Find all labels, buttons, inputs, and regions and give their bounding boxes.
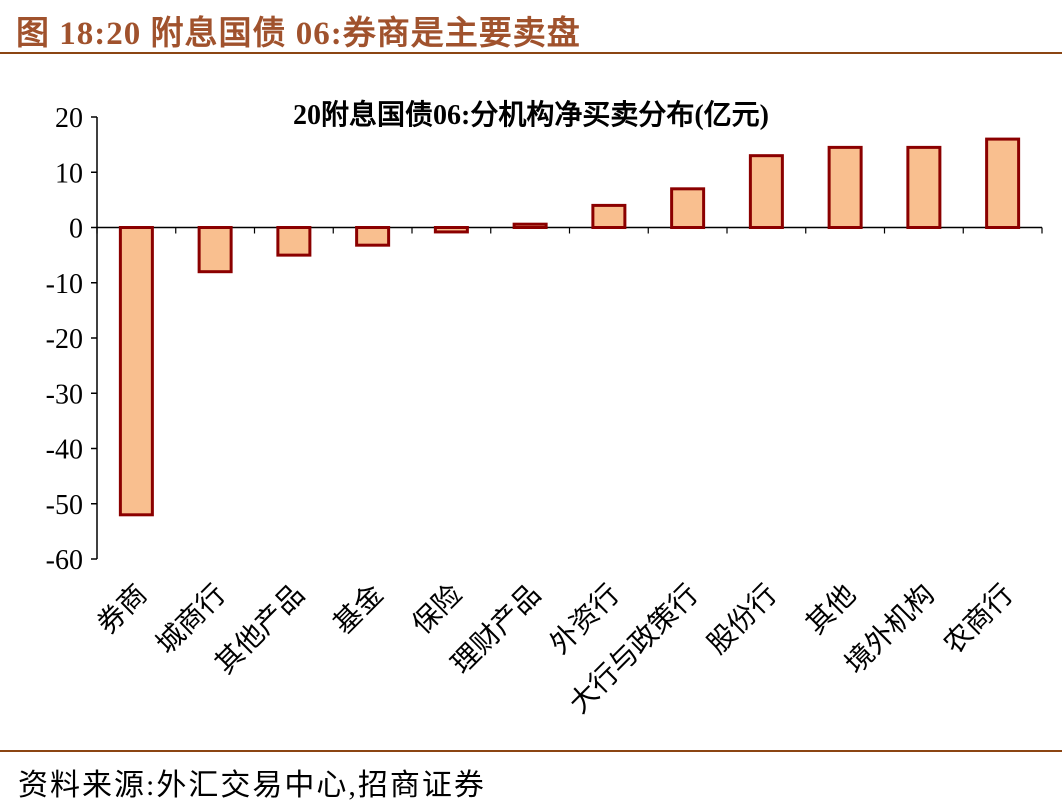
chart-title: 20附息国债06:分机构净买卖分布(亿元) bbox=[293, 98, 769, 131]
y-tick-label: 0 bbox=[69, 214, 83, 245]
category-label: 基金 bbox=[327, 578, 389, 640]
figure-header: 图 18:20 附息国债 06:券商是主要卖盘 bbox=[0, 0, 1062, 54]
bar-5 bbox=[512, 222, 548, 229]
y-tick-label: -50 bbox=[46, 490, 83, 521]
y-tick-label: -40 bbox=[46, 435, 83, 466]
source-note: 资料来源:外汇交易中心,招商证券 bbox=[18, 769, 486, 802]
source-footer: 资料来源:外汇交易中心,招商证券 bbox=[0, 750, 1062, 808]
bar-9 bbox=[827, 145, 863, 229]
bar-10 bbox=[906, 145, 942, 229]
bar-7 bbox=[670, 187, 706, 229]
category-label: 券商 bbox=[91, 578, 153, 640]
bar-0 bbox=[118, 226, 154, 517]
bar-2 bbox=[276, 226, 312, 257]
y-tick-label: -10 bbox=[46, 269, 83, 300]
bar-4 bbox=[433, 226, 469, 234]
category-label: 股份行 bbox=[701, 578, 783, 660]
y-tick-label: -20 bbox=[46, 324, 83, 355]
category-label: 农商行 bbox=[938, 578, 1020, 660]
bar-series bbox=[118, 137, 1021, 517]
bar-6 bbox=[591, 203, 627, 229]
y-tick-label: 20 bbox=[55, 103, 83, 134]
bar-1 bbox=[197, 226, 233, 274]
category-label: 其他 bbox=[800, 578, 862, 640]
y-tick-label: 10 bbox=[55, 158, 83, 189]
y-axis: 20 10 0 -10 -20 -30 -40 -50 -60 bbox=[46, 103, 98, 576]
bar-11 bbox=[985, 137, 1021, 229]
category-label: 保险 bbox=[406, 578, 468, 640]
bar-chart: 20附息国债06:分机构净买卖分布(亿元) 20 10 0 -10 -20 -30 -40 -… bbox=[46, 98, 1043, 720]
figure-title: 图 18:20 附息国债 06:券商是主要卖盘 bbox=[16, 16, 581, 52]
y-tick-label: -60 bbox=[46, 545, 83, 576]
bar-8 bbox=[748, 154, 784, 229]
bar-3 bbox=[355, 226, 391, 247]
x-axis bbox=[96, 226, 1043, 234]
y-tick-label: -30 bbox=[46, 379, 83, 410]
